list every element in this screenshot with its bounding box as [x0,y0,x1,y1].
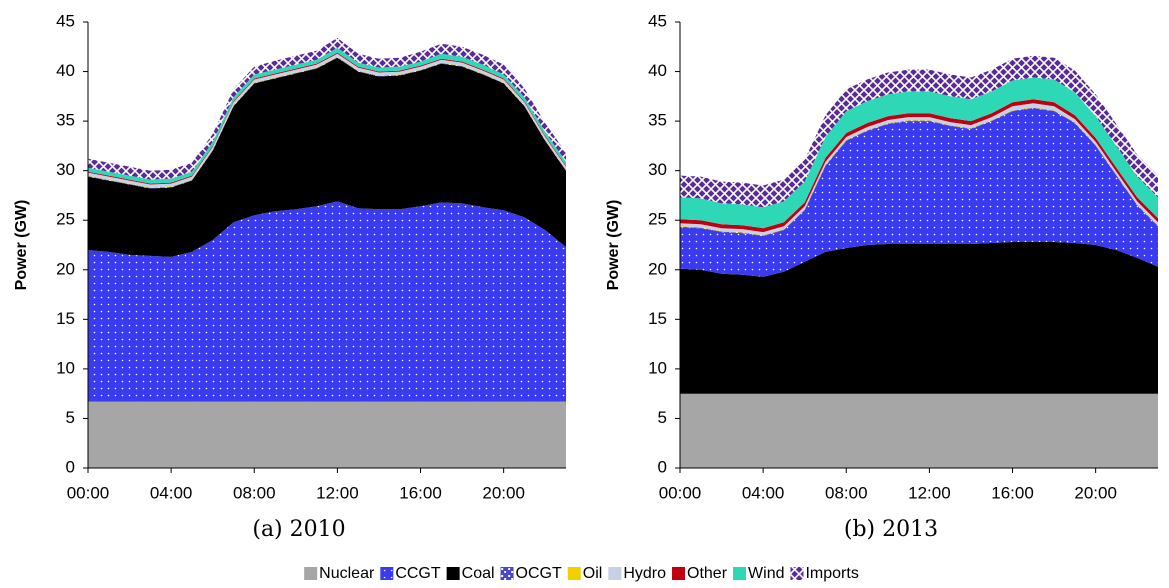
y-tick-label: 15 [56,309,75,328]
chart: NuclearCCGTCoalOCGTOilHydroOtherWindImpo… [13,11,566,542]
x-tick-label: 12:00 [908,483,951,502]
stacked-area: Nuclear [680,393,1158,468]
y-tick-label: 20 [648,259,667,278]
y-tick-label: 30 [56,160,75,179]
legend-swatch [608,567,622,580]
stacked-area: Imports [88,37,566,180]
stacked-area: CCGT [88,201,566,402]
legend-swatch [304,567,318,580]
stacked-area: Wind [88,47,566,184]
legend-label: OCGT [516,565,562,582]
legend-swatch [567,567,581,580]
stacked-area: Nuclear [88,401,566,468]
y-axis-label: Power (GW) [13,200,30,291]
y-tick-label: 0 [66,457,75,476]
legend-swatch [733,567,747,580]
x-tick-label: 00:00 [67,483,110,502]
y-tick-label: 5 [66,408,75,427]
x-tick-label: 04:00 [150,483,193,502]
y-tick-label: 10 [648,358,667,377]
legend: Nuclear CCGT Coal OCGT Oil Hydro Other Wind Impo… [304,565,859,582]
legend-swatch [672,567,686,580]
y-tick-label: 45 [56,11,75,30]
legend-swatch [446,567,460,580]
y-tick-label: 40 [56,61,75,80]
legend-label: Hydro [623,565,666,582]
legend-label: Nuclear [319,565,375,582]
stacked-area: Wind [680,77,1158,229]
legend-label: Coal [462,565,495,582]
y-tick-label: 15 [648,309,667,328]
legend-label: Other [687,565,728,582]
x-tick-label: 16:00 [991,483,1034,502]
y-tick-label: 25 [648,210,667,229]
x-tick-label: 20:00 [482,483,525,502]
caption: (a) 2010 [252,517,345,542]
y-tick-label: 45 [648,11,667,30]
y-tick-label: 20 [56,259,75,278]
x-tick-label: 08:00 [233,483,276,502]
y-tick-label: 40 [648,61,667,80]
caption: (b) 2013 [844,517,938,542]
x-tick-label: 20:00 [1074,483,1117,502]
legend-label: Imports [805,565,858,582]
y-tick-label: 35 [648,111,667,130]
legend-label: Oil [583,565,603,582]
x-tick-label: 00:00 [659,483,702,502]
y-tick-label: 5 [658,408,667,427]
x-tick-label: 08:00 [825,483,868,502]
legend-swatch [790,567,804,580]
legend-label: Wind [748,565,784,582]
y-tick-label: 30 [648,160,667,179]
y-tick-label: 35 [56,111,75,130]
y-tick-label: 25 [56,210,75,229]
legend-swatch [380,567,394,580]
y-tick-label: 10 [56,358,75,377]
legend-swatch [500,567,514,580]
stacked-area: Coal [680,242,1158,394]
x-tick-label: 04:00 [742,483,785,502]
stacked-area: Coal [88,57,566,257]
stacked-area: Imports [680,55,1158,208]
legend-label: CCGT [395,565,441,582]
stacked-area: CCGT [680,108,1158,277]
x-tick-label: 16:00 [399,483,442,502]
x-tick-label: 12:00 [316,483,359,502]
chart: NuclearCoalCCGTOCGTOilHydroOtherWindImpo… [605,11,1158,542]
y-tick-label: 0 [658,457,667,476]
y-axis-label: Power (GW) [605,200,622,291]
